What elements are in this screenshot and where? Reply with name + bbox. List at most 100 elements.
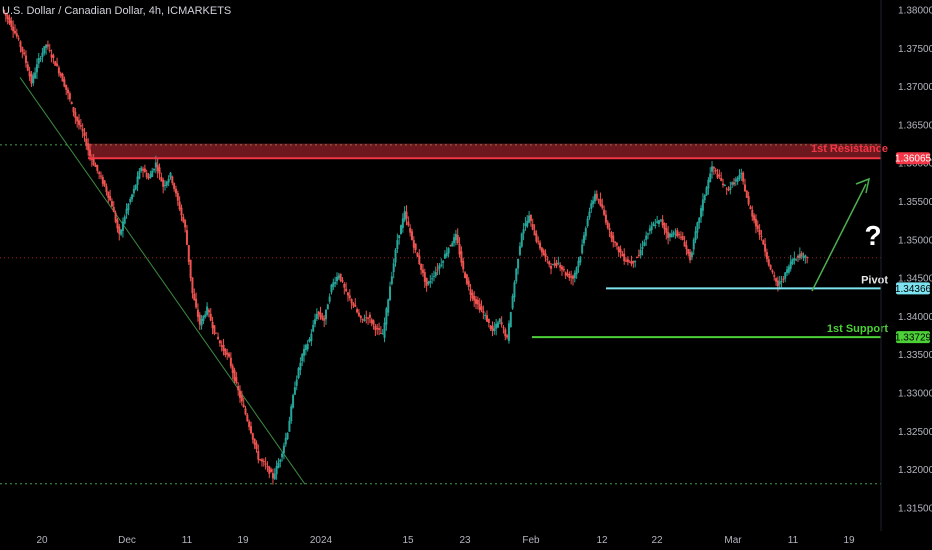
candle-body — [26, 64, 29, 71]
candle-body — [330, 284, 333, 293]
candle-body — [656, 221, 659, 223]
candle-body — [778, 281, 781, 285]
candle-body — [63, 79, 66, 87]
candle-body — [582, 235, 585, 244]
candle-body — [244, 408, 247, 415]
candle-body — [345, 288, 348, 292]
candle-body — [493, 328, 496, 332]
candle-body — [603, 209, 606, 215]
candle-body — [495, 323, 498, 329]
candle-body — [30, 73, 33, 84]
candle-body — [173, 183, 176, 189]
candle-body — [754, 218, 757, 227]
price-tick-label: 1.34000 — [898, 312, 932, 323]
candle-body — [634, 260, 637, 262]
candle-body — [689, 251, 692, 261]
candle-body — [643, 242, 646, 247]
candle-body — [78, 120, 81, 125]
price-tag — [896, 282, 930, 295]
candle-body — [714, 169, 717, 172]
candle-body — [46, 44, 49, 47]
candles — [3, 9, 809, 485]
candle-body — [367, 317, 370, 319]
candle-body — [729, 187, 732, 191]
candle-body — [557, 262, 560, 264]
candle-body — [443, 254, 446, 259]
candle-body — [771, 270, 774, 273]
candle-body — [449, 245, 452, 247]
candle-body — [123, 216, 126, 224]
candle-body — [517, 258, 520, 269]
candle-body — [674, 234, 677, 236]
candle-body — [321, 315, 324, 320]
candle-body — [590, 203, 593, 209]
candle-body — [282, 445, 285, 454]
candle-body — [12, 26, 15, 32]
candle-body — [769, 264, 772, 270]
time-tick-label: 22 — [651, 535, 663, 546]
pivot-label: Pivot — [861, 274, 888, 286]
candle-body — [6, 15, 9, 20]
candle-body — [160, 176, 163, 182]
candle-body — [504, 329, 507, 337]
candle-body — [134, 184, 137, 190]
candle-body — [132, 188, 135, 194]
candle-body — [776, 280, 779, 287]
candle-body — [154, 162, 157, 168]
candle-body — [96, 164, 99, 171]
candle-body — [467, 280, 470, 287]
candle-body — [107, 191, 110, 198]
candle-body — [561, 266, 564, 270]
time-tick-label: 23 — [459, 535, 471, 546]
candle-body — [451, 243, 454, 247]
candle-body — [610, 231, 613, 239]
price-tick-label: 1.32000 — [898, 465, 932, 476]
candle-body — [619, 248, 622, 253]
candle-body — [72, 107, 75, 113]
candle-body — [696, 222, 699, 233]
candle-body — [156, 164, 159, 172]
candle-body — [231, 365, 234, 374]
support-label: 1st Support — [827, 323, 888, 335]
candle-body — [378, 328, 381, 330]
level-lines: 1st Resistance Pivot 1st Support — [88, 143, 888, 339]
candle-body — [92, 158, 95, 165]
candle-body — [539, 242, 542, 249]
candle-body — [76, 117, 79, 122]
candle-body — [255, 443, 258, 450]
candle-body — [400, 225, 403, 235]
candle-body — [515, 268, 518, 282]
candle-body — [235, 377, 238, 384]
candle-body — [299, 362, 302, 370]
time-tick-label: 20 — [36, 535, 48, 546]
candle-body — [427, 281, 430, 284]
candle-body — [546, 258, 549, 260]
candle-body — [385, 308, 388, 325]
candle-body — [436, 269, 439, 271]
candle-body — [98, 172, 101, 174]
candle-body — [668, 233, 671, 238]
candle-body — [237, 386, 240, 391]
candle-body — [242, 404, 245, 407]
candle-body — [323, 318, 326, 321]
price-tick-label: 1.34500 — [898, 274, 932, 285]
candle-body — [262, 460, 265, 463]
price-tag — [896, 331, 930, 344]
candle-body — [745, 190, 748, 198]
candle-body — [712, 166, 715, 169]
candle-body — [740, 172, 743, 175]
candle-body — [559, 264, 562, 268]
candle-body — [416, 252, 419, 257]
candle-body — [676, 230, 679, 237]
candle-body — [211, 321, 214, 329]
candle-body — [654, 225, 657, 227]
candle-body — [732, 182, 735, 185]
candle-body — [70, 101, 73, 104]
time-axis[interactable]: 20 Dec 11 19 2024 15 23 Feb 12 22 Mar 11 19 — [36, 535, 855, 546]
candle-body — [460, 251, 463, 263]
candle-body — [458, 243, 461, 255]
candle-body — [315, 314, 318, 319]
candle-body — [659, 219, 662, 221]
candle-body — [32, 75, 35, 84]
